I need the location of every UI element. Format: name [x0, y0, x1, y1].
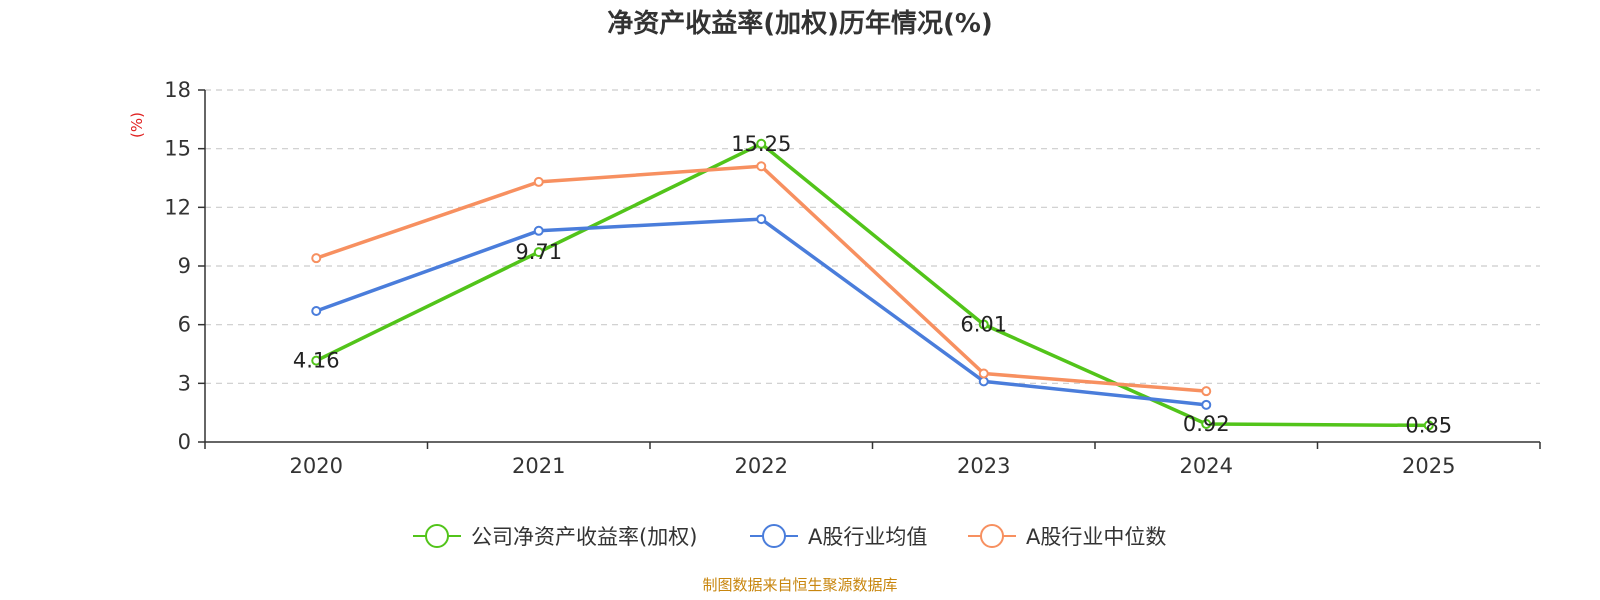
data-point	[756, 161, 767, 172]
x-tick-label: 2022	[735, 454, 788, 478]
data-label: 6.01	[960, 312, 1007, 336]
data-label: 9.71	[515, 240, 562, 264]
data-point	[756, 138, 767, 149]
legend-marker	[762, 524, 786, 548]
data-point	[533, 176, 544, 187]
data-point	[978, 368, 989, 379]
data-point	[978, 319, 989, 330]
y-tick-label: 18	[164, 78, 191, 102]
legend-label: A股行业均值	[808, 525, 927, 549]
legend-label: 公司净资产收益率(加权)	[471, 525, 697, 549]
y-tick-label: 15	[164, 137, 191, 161]
data-label: 15.25	[731, 132, 791, 156]
data-point	[978, 376, 989, 387]
legend-marker	[980, 524, 1004, 548]
y-tick-label: 3	[178, 371, 191, 395]
data-label: 0.92	[1183, 412, 1230, 436]
data-label: 4.16	[293, 349, 340, 373]
data-points	[311, 138, 1434, 431]
y-tick-label: 12	[164, 195, 191, 219]
series-line-0	[315, 142, 1429, 428]
y-axis-unit-label: (%)	[128, 112, 146, 138]
data-point	[533, 225, 544, 236]
series-line-1	[315, 217, 1207, 407]
source-note: 制图数据来自恒生聚源数据库	[702, 576, 897, 594]
chart-title: 净资产收益率(加权)历年情况(%)	[607, 8, 993, 39]
axes: 0 3 6 9 12 15 18 2020 2021 2022 2023 2024 2025	[164, 78, 1541, 478]
series-line-2	[315, 164, 1207, 393]
data-point	[533, 247, 544, 258]
y-tick-label: 6	[178, 313, 191, 337]
legend-marker	[425, 524, 449, 548]
data-point	[311, 305, 322, 316]
legend-label: A股行业中位数	[1026, 525, 1166, 549]
data-point	[311, 355, 322, 366]
x-tick-label: 2023	[957, 454, 1010, 478]
data-labels: 4.16 9.71 15.25 6.01 0.92 0.85	[293, 132, 1452, 438]
x-tick-label: 2020	[290, 454, 343, 478]
y-tick-label: 9	[178, 254, 191, 278]
data-label: 0.85	[1405, 413, 1452, 437]
data-point	[311, 253, 322, 264]
y-tick-label: 0	[178, 430, 191, 454]
data-point	[756, 214, 767, 225]
legend: 公司净资产收益率(加权) A股行业均值 A股行业中位数	[413, 524, 1166, 549]
data-point	[1201, 419, 1212, 430]
data-point	[1201, 386, 1212, 397]
data-point	[1201, 399, 1212, 410]
data-point	[1423, 420, 1434, 431]
x-tick-label: 2024	[1180, 454, 1233, 478]
x-tick-label: 2025	[1402, 454, 1455, 478]
x-tick-label: 2021	[512, 454, 565, 478]
gridlines	[205, 89, 1540, 384]
